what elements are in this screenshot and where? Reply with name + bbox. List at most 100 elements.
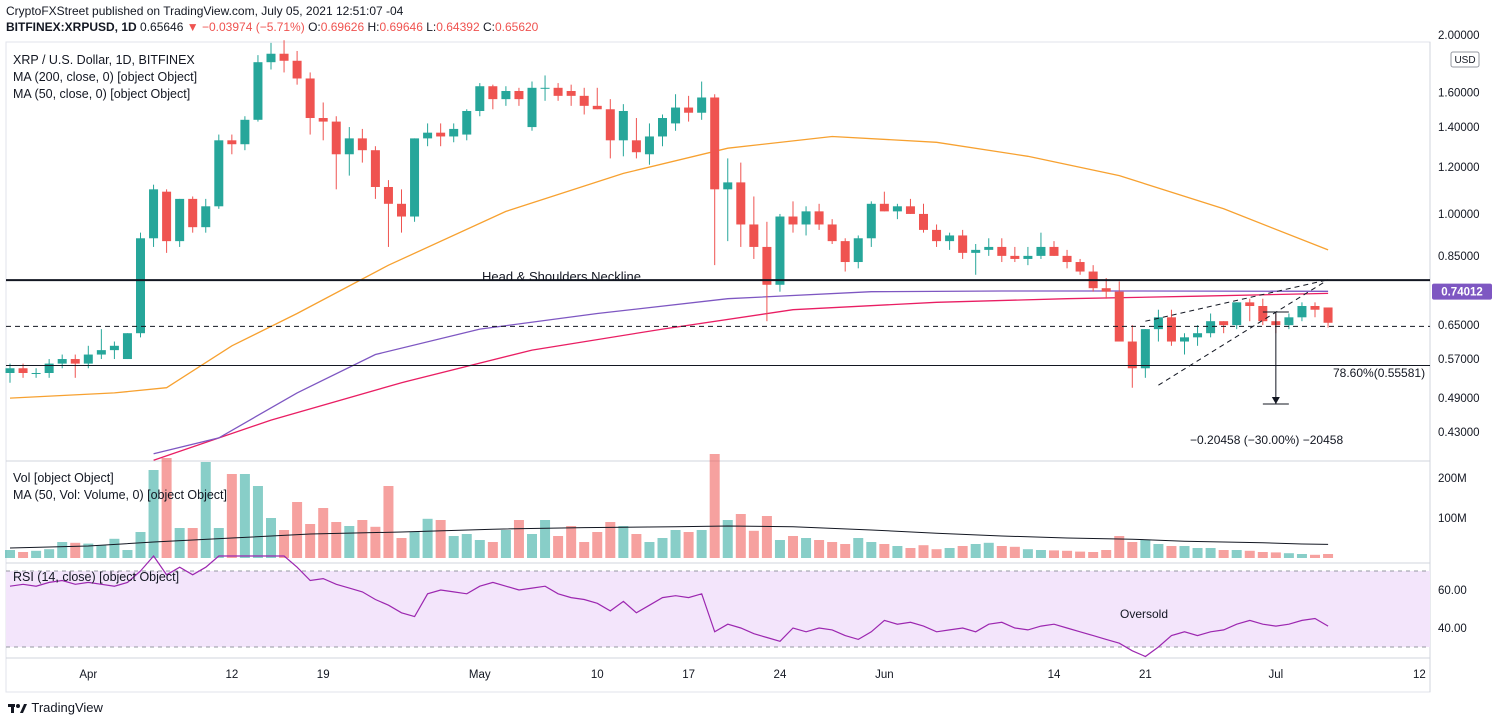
time-tick-label: 10 xyxy=(591,669,604,681)
volume-bar xyxy=(1049,550,1059,558)
volume-bar xyxy=(735,514,746,558)
volume-bar xyxy=(944,548,955,558)
candle-body xyxy=(892,206,902,212)
candle-body xyxy=(1127,341,1137,369)
candle-body xyxy=(1114,291,1124,342)
last-price: 0.65646 xyxy=(140,20,184,34)
candle-body xyxy=(749,224,759,247)
volume-bar xyxy=(96,545,107,558)
candle-body xyxy=(997,246,1007,256)
candle-body xyxy=(644,136,654,155)
open-label: O: xyxy=(308,20,321,34)
candle-body xyxy=(83,354,93,364)
candle-body xyxy=(357,138,367,151)
candle-body xyxy=(684,107,694,113)
candle-body xyxy=(618,110,628,141)
volume-bar xyxy=(1218,550,1229,558)
ma200-line xyxy=(153,292,1329,461)
volume-bar xyxy=(44,549,55,558)
low-label: L: xyxy=(426,20,437,34)
currency-badge[interactable] xyxy=(1450,51,1480,68)
price-tick-label: 0.49000 xyxy=(1438,393,1480,405)
volume-bar xyxy=(840,544,851,558)
candle-body xyxy=(201,206,211,228)
volume-bar xyxy=(200,462,211,558)
candle-body xyxy=(1232,302,1242,326)
price-tick-label: 1.00000 xyxy=(1438,209,1480,221)
volume-bar xyxy=(500,530,511,558)
candle-body xyxy=(1323,307,1333,323)
low-value: 0.64392 xyxy=(436,20,480,34)
legend-rsi: RSI (14, close) [object Object] xyxy=(13,570,179,584)
volume-bar xyxy=(866,542,877,558)
symbol-label: BITFINEX:XRPUSD, 1D xyxy=(6,20,137,34)
trading-chart[interactable]: Head & Shoulders Neckline 78.60%(0.55581… xyxy=(0,0,1508,693)
candle-body xyxy=(1297,306,1307,318)
volume-bar xyxy=(109,538,120,558)
wedge-lower-line xyxy=(1158,279,1329,386)
symbol-quote-line: BITFINEX:XRPUSD, 1D 0.65646 ▼ −0.03974 (… xyxy=(6,19,538,35)
volume-bar xyxy=(788,536,798,558)
price-tick-label: 0.57000 xyxy=(1438,354,1480,366)
candle-body xyxy=(279,53,289,61)
candle-body xyxy=(866,203,876,239)
legend-title: XRP / U.S. Dollar, 1D, BITFINEX xyxy=(13,53,195,67)
candle-body xyxy=(840,241,850,263)
volume-bar xyxy=(435,520,446,558)
candle-body xyxy=(579,95,589,106)
volume-bar xyxy=(357,520,368,558)
candle-body xyxy=(658,118,667,137)
candle-body xyxy=(1075,262,1085,272)
volume-bar xyxy=(983,542,994,558)
candle-body xyxy=(149,189,159,239)
candle-body xyxy=(1140,329,1150,369)
candle-body xyxy=(762,246,772,285)
candle-body xyxy=(1036,246,1046,256)
volume-bar xyxy=(918,545,929,558)
volume-bar xyxy=(670,530,681,558)
volume-bar xyxy=(1009,546,1020,558)
volume-bar xyxy=(1257,552,1268,558)
candle-body xyxy=(1023,255,1033,259)
volume-bar xyxy=(1114,536,1125,558)
candle-body xyxy=(971,249,981,253)
candle-body xyxy=(501,90,511,100)
rsi-tick-label: 60.00 xyxy=(1438,585,1467,597)
volume-bar xyxy=(761,516,772,558)
wedge-upper-line xyxy=(1145,279,1329,322)
time-tick-label: 14 xyxy=(1048,669,1061,681)
tradingview-logo[interactable]: TradingView xyxy=(8,700,103,715)
candle-body xyxy=(1284,317,1294,326)
volume-bar xyxy=(1166,546,1177,558)
candle-body xyxy=(488,86,498,100)
candle-body xyxy=(605,109,615,141)
candle-body xyxy=(945,235,955,242)
measure-arrow-head xyxy=(1271,396,1280,404)
ma50-line xyxy=(9,135,1329,399)
candle-body xyxy=(566,90,576,96)
volume-bar xyxy=(70,542,81,558)
legend-ma200: MA (200, close, 0) [object Object] xyxy=(13,70,197,84)
volume-bar xyxy=(5,550,15,558)
volume-bar xyxy=(1140,540,1151,558)
volume-bar xyxy=(696,530,707,558)
currency-badge-label: USD xyxy=(1454,55,1475,66)
candle-body xyxy=(592,105,602,110)
volume-bar xyxy=(148,470,159,558)
candle-body xyxy=(436,132,446,137)
candle-body xyxy=(18,368,28,373)
candle-body xyxy=(253,62,263,120)
volume-bar xyxy=(774,540,785,558)
candle-body xyxy=(109,345,119,351)
volume-bar xyxy=(579,542,590,558)
oversold-label: Oversold xyxy=(1120,607,1168,621)
volume-bar xyxy=(931,549,942,558)
publisher-line: CryptoFXStreet published on TradingView.… xyxy=(6,4,404,18)
price-badge-value: 0.74012 xyxy=(1441,287,1483,299)
close-label: C: xyxy=(482,20,495,34)
volume-bar xyxy=(31,550,42,558)
volume-bar xyxy=(566,526,577,558)
candle-body xyxy=(723,182,733,190)
volume-bar xyxy=(1127,542,1138,558)
volume-bar xyxy=(1310,554,1320,558)
